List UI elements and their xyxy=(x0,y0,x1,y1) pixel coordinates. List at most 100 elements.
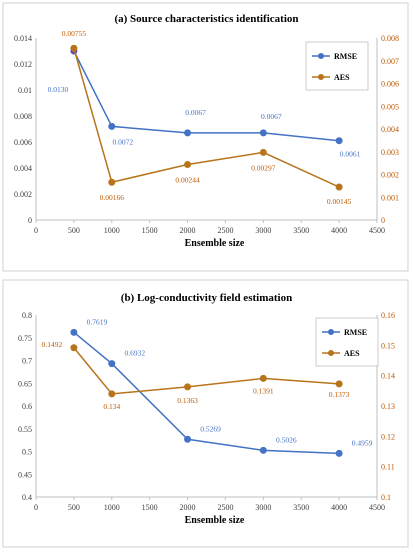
chart-title: (b) Log-conductivity field estimation xyxy=(121,292,292,304)
data-point-aes xyxy=(184,383,192,391)
x-tick-label: 0 xyxy=(34,226,38,235)
legend-marker-rmse xyxy=(318,53,324,59)
data-point-rmse xyxy=(335,137,343,145)
y-left-tick-label: 0.8 xyxy=(22,311,32,320)
y-right-tick-label: 0.005 xyxy=(381,102,399,111)
data-label-rmse: 0.0072 xyxy=(112,137,133,146)
chart-title: (a) Source characteristics identificatio… xyxy=(114,13,298,25)
y-left-tick-label: 0.012 xyxy=(14,60,32,69)
legend-label-rmse: RMSE xyxy=(334,52,357,61)
x-tick-label: 3000 xyxy=(255,226,271,235)
x-tick-label: 3000 xyxy=(255,503,271,512)
x-tick-label: 2000 xyxy=(180,503,196,512)
x-axis-label: Ensemble size xyxy=(185,515,245,526)
data-label-aes: 0.134 xyxy=(103,402,120,411)
y-right-tick-label: 0.008 xyxy=(381,34,399,43)
legend: RMSE AES xyxy=(305,41,369,91)
data-label-aes: 0.1373 xyxy=(329,390,350,399)
data-label-rmse: 0.6932 xyxy=(124,349,145,358)
x-tick-label: 1500 xyxy=(142,503,158,512)
x-tick-label: 3500 xyxy=(293,226,309,235)
x-tick-label: 500 xyxy=(68,226,80,235)
data-label-aes: 0.00297 xyxy=(251,163,276,172)
y-left-tick-label: 0.45 xyxy=(18,470,32,479)
data-point-rmse xyxy=(335,449,343,457)
y-left-tick-label: 0.7 xyxy=(22,357,32,366)
data-point-rmse xyxy=(259,129,267,137)
data-label-rmse: 0.0067 xyxy=(185,108,206,117)
data-point-aes xyxy=(108,178,116,186)
legend-marker-rmse xyxy=(328,329,334,335)
x-axis-label: Ensemble size xyxy=(185,238,245,249)
data-point-aes xyxy=(108,390,116,398)
y-right-tick-label: 0.002 xyxy=(381,171,399,180)
legend-marker-aes xyxy=(328,350,334,356)
legend-label-rmse: RMSE xyxy=(344,328,367,337)
data-point-aes xyxy=(335,183,343,191)
data-point-aes xyxy=(259,148,267,156)
data-point-rmse xyxy=(259,446,267,454)
y-right-tick-label: 0.12 xyxy=(381,432,395,441)
x-tick-label: 4500 xyxy=(369,226,385,235)
data-point-rmse xyxy=(108,122,116,130)
data-label-rmse: 0.7619 xyxy=(87,317,108,326)
y-right-tick-label: 0.004 xyxy=(381,125,399,134)
legend-box xyxy=(315,317,379,367)
data-label-aes: 0.00755 xyxy=(62,29,87,38)
y-right-tick-label: 0.1 xyxy=(381,493,391,502)
data-point-aes xyxy=(259,374,267,382)
y-right-tick-label: 0.006 xyxy=(381,80,399,89)
chart-panels: (a) Source characteristics identificatio… xyxy=(14,13,399,526)
legend-label-aes: AES xyxy=(334,73,350,82)
y-left-tick-label: 0.01 xyxy=(18,86,32,95)
x-tick-label: 3500 xyxy=(293,503,309,512)
data-label-aes: 0.1391 xyxy=(253,386,274,395)
data-label-aes: 0.00166 xyxy=(100,193,125,202)
y-right-tick-label: 0.16 xyxy=(381,311,395,320)
legend: RMSE AES xyxy=(315,317,379,367)
data-label-rmse: 0.0061 xyxy=(340,150,361,159)
series-rmse: 0.0130 0.0072 0.0067 0.0067 0.0061 xyxy=(48,47,361,159)
y-left-tick-label: 0.55 xyxy=(18,425,32,434)
data-label-rmse: 0.0067 xyxy=(261,112,282,121)
y-left-tick-label: 0.002 xyxy=(14,190,32,199)
y-left-tick-label: 0 xyxy=(28,216,32,225)
chart-panel-a: (a) Source characteristics identificatio… xyxy=(14,13,399,249)
y-right-tick-label: 0.15 xyxy=(381,341,395,350)
chart-panel-b: (b) Log-conductivity field estimation 0 50… xyxy=(18,292,395,526)
x-tick-label: 1000 xyxy=(104,503,120,512)
y-left-tick-label: 0.5 xyxy=(22,448,32,457)
x-tick-label: 1000 xyxy=(104,226,120,235)
x-tick-label: 4500 xyxy=(369,503,385,512)
data-label-rmse: 0.4959 xyxy=(352,438,373,447)
y-left-tick-label: 0.004 xyxy=(14,164,32,173)
data-point-aes xyxy=(70,344,78,352)
y-right-tick-label: 0.001 xyxy=(381,193,399,202)
y-left-tick-label: 0.008 xyxy=(14,112,32,121)
y-left-tick-label: 0.014 xyxy=(14,34,32,43)
legend-label-aes: AES xyxy=(344,349,360,358)
y-left-tick-label: 0.006 xyxy=(14,138,32,147)
x-tick-label: 2500 xyxy=(217,226,233,235)
data-point-aes xyxy=(184,160,192,168)
data-label-aes: 0.1492 xyxy=(42,340,63,349)
data-point-rmse xyxy=(184,435,192,443)
y-right-tick-label: 0.007 xyxy=(381,57,399,66)
data-point-aes xyxy=(335,380,343,388)
y-right-tick-label: 0.003 xyxy=(381,148,399,157)
y-left-tick-label: 0.4 xyxy=(22,493,32,502)
data-point-rmse xyxy=(184,129,192,137)
legend-box xyxy=(305,41,369,91)
y-left-tick-label: 0.6 xyxy=(22,402,32,411)
data-label-rmse: 0.5026 xyxy=(276,435,297,444)
y-right-tick-label: 0 xyxy=(381,216,385,225)
series-aes: 0.1492 0.134 0.1363 0.1391 0.1373 xyxy=(42,340,350,411)
data-label-aes: 0.00145 xyxy=(327,197,352,206)
legend-marker-aes xyxy=(318,74,324,80)
x-tick-label: 4000 xyxy=(331,503,347,512)
y-right-tick-label: 0.11 xyxy=(381,463,395,472)
series-rmse: 0.7619 0.6932 0.5269 0.5026 0.4959 xyxy=(70,317,373,457)
x-tick-label: 2000 xyxy=(180,226,196,235)
